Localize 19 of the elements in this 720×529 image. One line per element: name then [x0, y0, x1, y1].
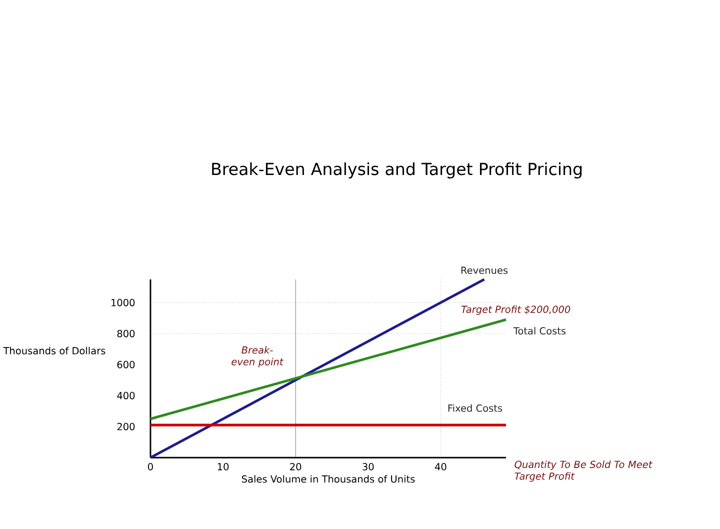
- series-label: Total Costs: [513, 327, 566, 335]
- y-tick-label: 400: [117, 392, 135, 400]
- x-tick-label: 20: [290, 463, 302, 470]
- x-tick-label: 10: [218, 463, 229, 470]
- y-axis-title: Thousands of Dollars: [3, 346, 106, 354]
- annotation: Target Profit $200,000: [461, 306, 570, 315]
- y-tick-label: 600: [117, 360, 135, 368]
- chart-title: Break-Even Analysis and Target Profit Pricing: [212, 162, 582, 178]
- series-label: Fixed Costs: [448, 404, 502, 412]
- x-tick-label: 0: [148, 463, 153, 470]
- annotation: Break-even point: [232, 346, 284, 368]
- y-tick-label: 200: [117, 422, 135, 430]
- y-tick-label: 800: [117, 330, 135, 338]
- x-axis-title: Sales Volume in Thousands of Units: [242, 475, 415, 483]
- x-tick-label: 40: [434, 463, 446, 470]
- series-label: Revenues: [461, 266, 508, 274]
- x-tick-label: 30: [362, 463, 374, 470]
- text: Quantity To Be Sold To Meet Target Profit: [514, 460, 653, 482]
- y-tick-label: 1000: [112, 298, 135, 306]
